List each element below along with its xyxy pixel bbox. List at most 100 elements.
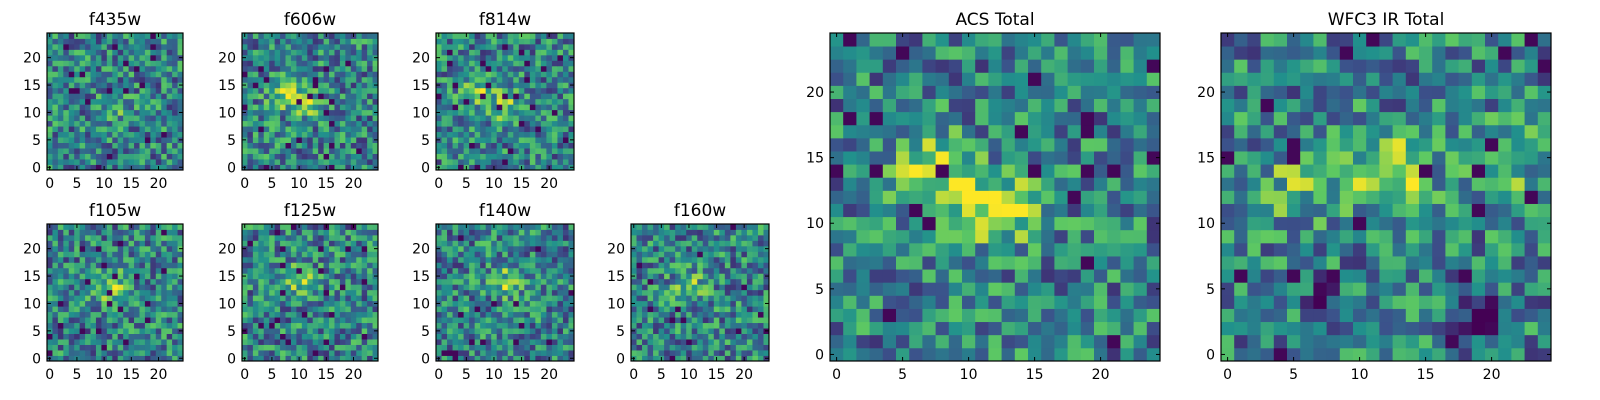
heatmap-cell xyxy=(269,273,276,280)
heatmap-cell xyxy=(155,142,162,149)
heatmap-cell xyxy=(540,234,547,241)
heatmap-cell xyxy=(312,71,319,78)
heatmap-cell xyxy=(507,33,514,39)
heatmap-cell xyxy=(452,159,459,165)
x-tick-label: 15 xyxy=(317,367,335,383)
heatmap-cell xyxy=(546,120,553,127)
heatmap-cell xyxy=(535,262,542,269)
heatmap-cell xyxy=(155,333,162,340)
heatmap-cell xyxy=(172,245,178,252)
heatmap-cell xyxy=(177,234,184,241)
heatmap-cell xyxy=(1120,256,1134,270)
heatmap-cell xyxy=(269,234,276,241)
heatmap-cell xyxy=(52,311,59,318)
heatmap-cell xyxy=(896,177,910,191)
heatmap-cell xyxy=(155,98,162,105)
heatmap-cell xyxy=(741,333,748,340)
heatmap-cell xyxy=(139,295,146,302)
heatmap-cell xyxy=(112,355,119,362)
heatmap-cell xyxy=(323,295,330,302)
heatmap-cell xyxy=(529,82,536,89)
heatmap-cell xyxy=(480,262,487,269)
heatmap-cell xyxy=(52,317,59,324)
heatmap-cell xyxy=(47,262,53,269)
heatmap-cell xyxy=(318,295,324,302)
heatmap-cell xyxy=(664,234,671,241)
heatmap-cell xyxy=(372,148,379,154)
heatmap-cell xyxy=(280,333,286,340)
heatmap-cell xyxy=(290,60,297,67)
heatmap-cell xyxy=(323,115,330,122)
heatmap-cell xyxy=(562,159,569,165)
heatmap-cell xyxy=(447,71,453,78)
heatmap-cell xyxy=(763,350,770,356)
heatmap-cell xyxy=(63,115,70,122)
heatmap-cell xyxy=(730,262,737,269)
heatmap-cell xyxy=(323,76,330,83)
heatmap-cell xyxy=(557,65,564,72)
heatmap-cell xyxy=(513,38,520,45)
heatmap-cell xyxy=(546,159,553,165)
heatmap-cell xyxy=(372,43,379,50)
heatmap-cell xyxy=(172,234,178,241)
heatmap-cell xyxy=(172,148,178,154)
heatmap-cell xyxy=(469,256,476,263)
heatmap-cell xyxy=(57,234,64,241)
heatmap-cell xyxy=(242,251,248,258)
heatmap-cell xyxy=(568,295,575,302)
heatmap-cell xyxy=(329,328,335,334)
heatmap-cell xyxy=(280,262,286,269)
heatmap-cell xyxy=(372,131,379,138)
heatmap-cell xyxy=(74,262,81,269)
heatmap-cell xyxy=(318,164,324,171)
heatmap-cell xyxy=(242,278,248,285)
heatmap-cell xyxy=(367,295,373,302)
heatmap-cell xyxy=(480,98,487,105)
heatmap-cell xyxy=(452,33,459,39)
heatmap-cell xyxy=(557,120,564,127)
heatmap-cell xyxy=(647,262,654,269)
heatmap-cell xyxy=(285,131,292,138)
heatmap-cell xyxy=(134,109,140,116)
heatmap-cell xyxy=(68,344,75,351)
heatmap-cell xyxy=(339,350,346,356)
heatmap-cell xyxy=(301,284,308,291)
heatmap-cell xyxy=(85,328,91,334)
heatmap-cell xyxy=(356,267,363,274)
heatmap-cell xyxy=(161,142,168,149)
heatmap-cell xyxy=(1107,203,1121,218)
heatmap-cell xyxy=(474,65,481,72)
heatmap-cell xyxy=(307,148,314,154)
heatmap-cell xyxy=(1067,295,1082,309)
heatmap-cell xyxy=(247,234,254,241)
heatmap-cell xyxy=(166,137,173,143)
heatmap-cell xyxy=(361,38,368,45)
heatmap-cell xyxy=(741,229,748,236)
heatmap-cell xyxy=(345,43,352,50)
heatmap-cell xyxy=(557,306,564,313)
heatmap-cell xyxy=(540,273,547,280)
heatmap-cell xyxy=(269,98,276,105)
heatmap-cell xyxy=(367,355,373,362)
heatmap-cell xyxy=(361,159,368,165)
heatmap-cell xyxy=(546,333,553,340)
heatmap-cell xyxy=(702,224,709,230)
heatmap-cell xyxy=(367,65,373,72)
heatmap-cell xyxy=(1120,347,1134,362)
heatmap-cell xyxy=(896,295,910,309)
heatmap-cell xyxy=(485,273,492,280)
heatmap-cell xyxy=(507,339,514,345)
heatmap-cell xyxy=(463,142,470,149)
heatmap-cell xyxy=(128,87,135,94)
heatmap-cell xyxy=(361,126,368,133)
heatmap-cell xyxy=(252,82,259,89)
heatmap-cell xyxy=(161,126,168,133)
heatmap-cell xyxy=(562,93,569,100)
heatmap-cell xyxy=(52,300,59,307)
heatmap-cell xyxy=(458,164,464,171)
heatmap-cell xyxy=(144,142,151,149)
heatmap-cell xyxy=(334,289,341,296)
heatmap-cell xyxy=(128,350,135,356)
heatmap-cell xyxy=(719,224,726,230)
heatmap-cell xyxy=(101,148,108,154)
